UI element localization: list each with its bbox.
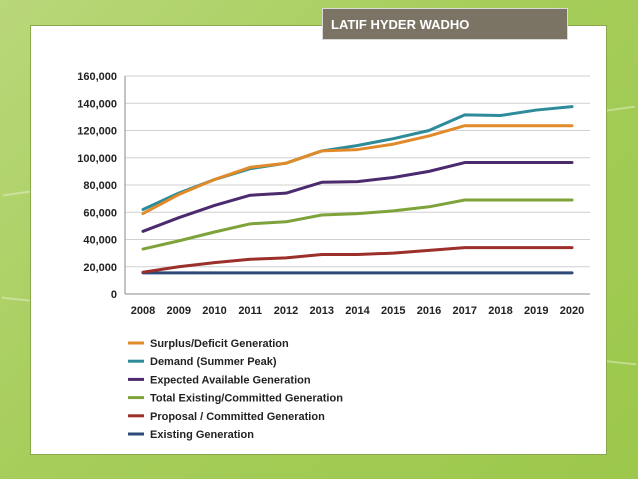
series-line-expected-available-generation <box>141 161 574 233</box>
x-tick-label: 2013 <box>310 305 334 317</box>
x-tick-label: 2020 <box>560 305 584 317</box>
y-tick-label: 40,000 <box>83 235 117 247</box>
series-line-proposal-committed-generation <box>141 246 574 274</box>
y-tick-label: 0 <box>111 289 117 301</box>
gridlines <box>124 75 590 295</box>
legend-label: Demand (Summer Peak) <box>150 356 277 368</box>
y-axis-ticks: 160,000 140,000 120,000 100,000 80,000 60,000… <box>77 71 117 301</box>
legend-label: Expected Available Generation <box>150 374 311 386</box>
x-tick-label: 2008 <box>131 305 155 317</box>
x-tick-label: 2019 <box>524 305 548 317</box>
x-tick-label: 2017 <box>453 305 477 317</box>
legend-label: Surplus/Deficit Generation <box>150 338 289 350</box>
y-tick-label: 100,000 <box>77 153 117 165</box>
y-tick-label: 80,000 <box>83 180 117 192</box>
series-lines <box>141 105 574 275</box>
author-title: LATIF HYDER WADHO <box>322 8 568 40</box>
x-tick-label: 2018 <box>488 305 512 317</box>
legend: Surplus/Deficit Generation Demand (Summer… <box>128 338 343 441</box>
y-tick-label: 140,000 <box>77 98 117 110</box>
legend-label: Existing Generation <box>150 429 254 441</box>
x-tick-label: 2016 <box>417 305 441 317</box>
x-tick-label: 2012 <box>274 305 298 317</box>
series-line-total-existing-committed-generation <box>141 198 574 251</box>
x-axis-ticks: 2008 2009 2010 2011 2012 2013 2014 2015 2016 2017… <box>131 305 584 317</box>
y-tick-label: 20,000 <box>83 262 117 274</box>
y-tick-label: 120,000 <box>77 126 117 138</box>
y-tick-label: 160,000 <box>77 71 117 83</box>
x-tick-label: 2009 <box>167 305 191 317</box>
legend-label: Proposal / Committed Generation <box>150 411 325 423</box>
series-line-surplus-deficit-generation <box>141 124 574 216</box>
x-tick-label: 2011 <box>238 305 262 317</box>
x-tick-label: 2010 <box>202 305 226 317</box>
legend-label: Total Existing/Committed Generation <box>150 393 343 405</box>
x-tick-label: 2015 <box>381 305 405 317</box>
x-tick-label: 2014 <box>345 305 370 317</box>
y-tick-label: 60,000 <box>83 207 117 219</box>
